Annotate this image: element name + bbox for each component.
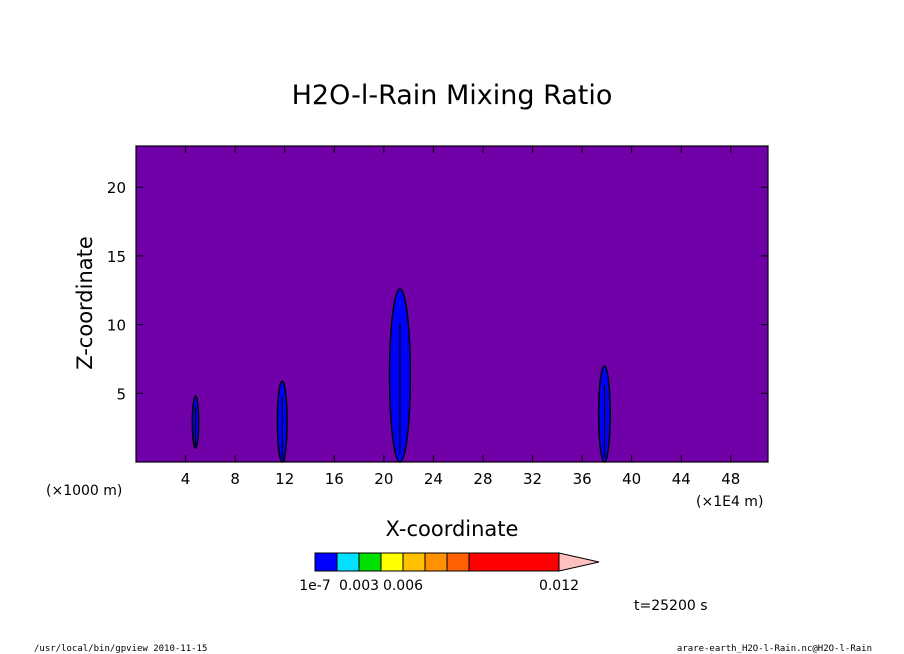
x-tick-label: 12 bbox=[275, 470, 294, 488]
x-tick-label: 24 bbox=[424, 470, 443, 488]
x-axis-label: X-coordinate bbox=[386, 517, 519, 541]
x-axis-ticks: 4 8 12 16 20 24 28 32 36 40 44 48 bbox=[181, 146, 740, 488]
colorbar-label: 0.003 bbox=[339, 578, 379, 594]
colorbar-swatch bbox=[468, 552, 560, 572]
y-tick-label: 5 bbox=[116, 385, 126, 403]
colorbar-label: 1e-7 bbox=[299, 578, 330, 594]
y-axis-ticks: 5 10 15 20 bbox=[107, 179, 768, 403]
x-tick-label: 8 bbox=[230, 470, 240, 488]
colorbar-extend-arrow bbox=[558, 552, 600, 572]
chart-title: H2O-l-Rain Mixing Ratio bbox=[292, 80, 613, 111]
rain-features bbox=[191, 288, 611, 463]
y-tick-label: 15 bbox=[107, 248, 126, 266]
colorbar-swatch bbox=[314, 552, 338, 572]
colorbar-swatch bbox=[402, 552, 426, 572]
colorbar-label: 0.012 bbox=[539, 578, 579, 594]
x-tick-label: 48 bbox=[721, 470, 740, 488]
x-tick-label: 20 bbox=[374, 470, 393, 488]
x-tick-label: 28 bbox=[473, 470, 492, 488]
plot-background bbox=[136, 146, 768, 462]
colorbar-swatch bbox=[424, 552, 448, 572]
y-axis-label: Z-coordinate bbox=[73, 236, 97, 370]
x-tick-label: 44 bbox=[672, 470, 691, 488]
x-unit-left: (×1000 m) bbox=[46, 483, 122, 499]
colorbar-swatch bbox=[446, 552, 470, 572]
x-tick-label: 40 bbox=[622, 470, 641, 488]
colorbar-swatch bbox=[358, 552, 382, 572]
y-tick-label: 20 bbox=[107, 179, 126, 197]
colorbar-swatch bbox=[336, 552, 360, 572]
x-tick-label: 32 bbox=[523, 470, 542, 488]
x-tick-label: 16 bbox=[325, 470, 344, 488]
plot-frame bbox=[135, 145, 769, 463]
footer-right: arare-earth_H2O-l-Rain.nc@H2O-l-Rain bbox=[676, 644, 872, 654]
y-tick-label: 10 bbox=[107, 317, 126, 335]
footer-left: /usr/local/bin/gpview 2010-11-15 bbox=[34, 644, 208, 654]
x-unit-right: (×1E4 m) bbox=[696, 494, 763, 510]
colorbar: 1e-7 0.003 0.006 0.012 bbox=[299, 552, 600, 594]
colorbar-label: 0.006 bbox=[383, 578, 423, 594]
colorbar-swatch bbox=[380, 552, 404, 572]
time-label: t=25200 s bbox=[634, 598, 708, 614]
x-tick-label: 36 bbox=[573, 470, 592, 488]
x-tick-label: 4 bbox=[181, 470, 191, 488]
